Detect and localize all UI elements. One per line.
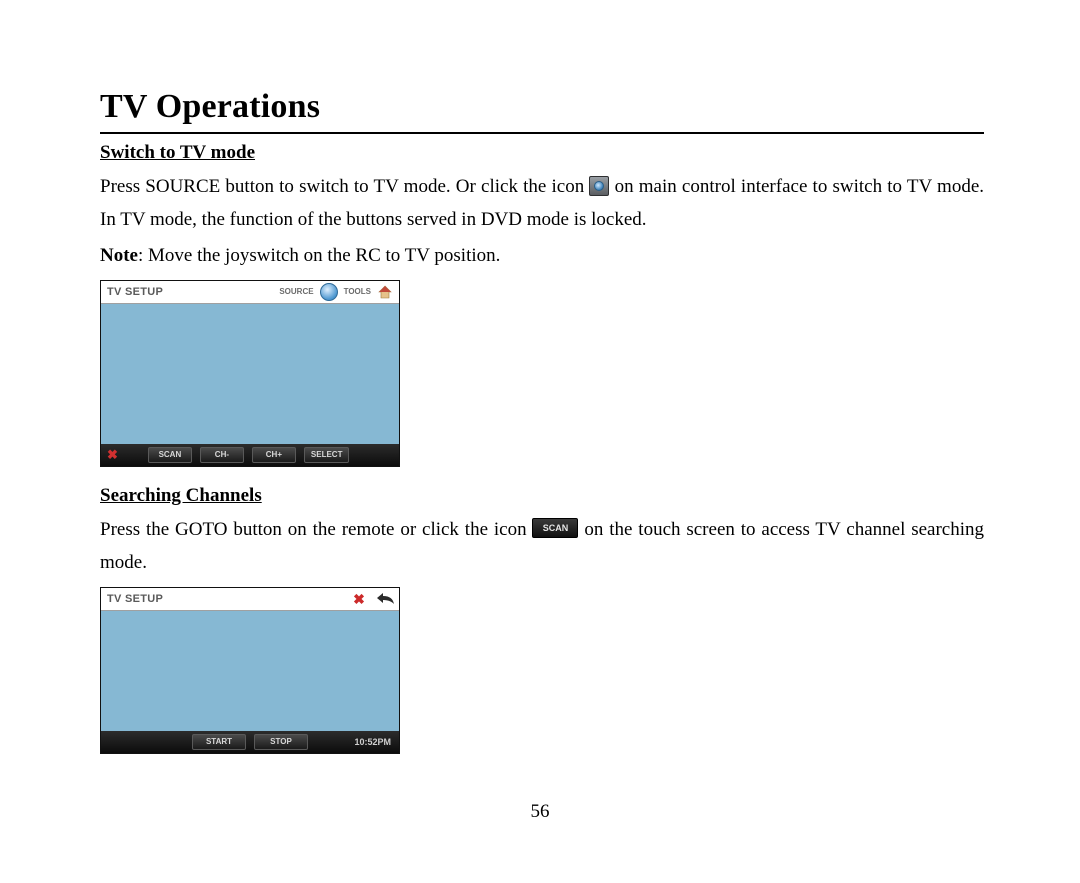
para-searching: Press the GOTO button on the remote or c… [100,513,984,580]
select-button: SELECT [304,447,350,463]
close-icon: ✖ [351,591,367,607]
shot1-bottombar: ✖ SCAN CH- CH+ SELECT [101,444,399,466]
shot1-tools-label: TOOLS [344,287,371,296]
home-icon [377,284,393,300]
section-heading-switch: Switch to TV mode [100,142,984,164]
note-label: Note [100,245,138,266]
page-number: 56 [0,801,1080,823]
scan-button: SCAN [148,447,192,463]
document-page: TV Operations Switch to TV mode Press SO… [0,0,1080,883]
globe-icon [320,283,338,301]
shot1-toolbar: SOURCE TOOLS [279,283,393,301]
shot1-topbar: TV SETUP SOURCE TOOLS [101,281,399,304]
shot2-title: TV SETUP [107,593,163,605]
para-switch: Press SOURCE button to switch to TV mode… [100,170,984,237]
shot2-time: 10:52PM [354,737,391,747]
title-rule [100,132,984,134]
shot1-screen [101,304,399,444]
shot2-toolbar: ✖ [351,591,393,607]
start-button: START [192,734,246,750]
section-heading-searching: Searching Channels [100,485,984,507]
tv-setup-screenshot-2: TV SETUP ✖ START STOP 10:52PM [100,587,400,754]
shot2-screen [101,611,399,731]
shot1-source-label: SOURCE [279,287,313,296]
para-searching-a: Press the GOTO button on the remote or c… [100,519,532,540]
para-switch-a: Press SOURCE button to switch to TV mode… [100,176,589,197]
stop-button: STOP [254,734,308,750]
ch-plus-button: CH+ [252,447,296,463]
scan-icon: SCAN [532,518,578,538]
shot2-topbar: TV SETUP ✖ [101,588,399,611]
close-icon: ✖ [107,448,118,461]
note-text: : Move the joyswitch on the RC to TV pos… [138,245,500,266]
back-icon [377,591,393,607]
page-title: TV Operations [100,88,984,126]
shot2-bottombar: START STOP 10:52PM [101,731,399,753]
source-icon [589,176,609,196]
shot1-title: TV SETUP [107,286,163,298]
tv-setup-screenshot-1: TV SETUP SOURCE TOOLS ✖ SCAN CH- CH+ SEL… [100,280,400,467]
ch-minus-button: CH- [200,447,244,463]
para-note: Note: Move the joyswitch on the RC to TV… [100,239,984,272]
